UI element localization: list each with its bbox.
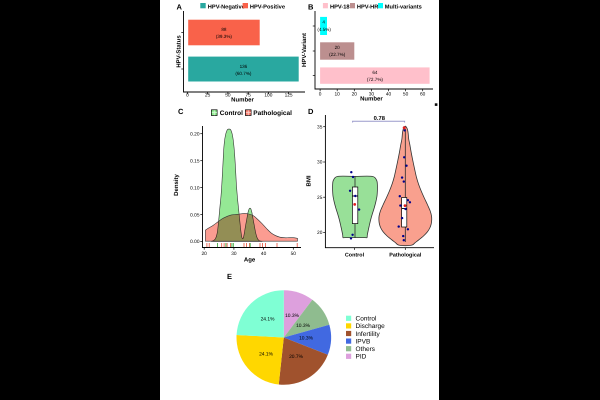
svg-text:HPV-Status: HPV-Status — [176, 35, 183, 68]
svg-text:20.7%: 20.7% — [289, 354, 304, 360]
svg-text:4: 4 — [322, 19, 325, 24]
svg-text:(39.3%): (39.3%) — [216, 34, 233, 39]
svg-text:35: 35 — [317, 124, 323, 130]
svg-text:0.15: 0.15 — [190, 158, 200, 164]
svg-text:10: 10 — [335, 91, 341, 97]
svg-text:88: 88 — [221, 27, 227, 32]
svg-text:0: 0 — [319, 91, 322, 97]
svg-text:0.00: 0.00 — [190, 239, 200, 245]
svg-text:(4.5%): (4.5%) — [317, 27, 331, 32]
svg-text:20: 20 — [317, 230, 323, 236]
svg-text:125: 125 — [285, 93, 293, 99]
svg-text:60: 60 — [420, 91, 426, 97]
svg-text:24.1%: 24.1% — [261, 317, 276, 323]
svg-text:(60.7%): (60.7%) — [235, 71, 252, 76]
svg-text:Number: Number — [231, 97, 254, 104]
svg-text:25: 25 — [205, 93, 211, 99]
svg-text:Control: Control — [345, 253, 365, 259]
svg-text:(22.7%): (22.7%) — [329, 52, 346, 57]
svg-text:Age: Age — [244, 257, 256, 264]
svg-text:10.3%: 10.3% — [285, 313, 300, 319]
svg-text:64: 64 — [372, 70, 378, 75]
svg-text:30: 30 — [231, 251, 237, 257]
svg-text:40: 40 — [386, 91, 392, 97]
svg-text:HPV-Negative: HPV-Negative — [208, 3, 245, 10]
svg-text:HPV-18: HPV-18 — [330, 4, 350, 10]
svg-text:0: 0 — [186, 93, 189, 99]
svg-text:C: C — [178, 107, 184, 116]
svg-text:(72.7%): (72.7%) — [367, 77, 384, 82]
svg-text:30: 30 — [369, 91, 375, 97]
svg-text:PID: PID — [356, 354, 367, 361]
svg-text:25: 25 — [317, 195, 323, 201]
svg-text:24.1%: 24.1% — [259, 352, 274, 358]
svg-text:10.3%: 10.3% — [296, 323, 311, 329]
svg-text:Number: Number — [360, 96, 383, 103]
svg-text:Infertility: Infertility — [356, 331, 381, 338]
svg-text:HPV-Positive: HPV-Positive — [250, 3, 285, 10]
svg-text:20: 20 — [335, 45, 341, 50]
svg-text:Others: Others — [356, 346, 376, 353]
svg-text:40: 40 — [261, 251, 267, 257]
svg-text:0.78: 0.78 — [374, 115, 386, 122]
svg-text:Density: Density — [173, 174, 180, 196]
svg-text:50: 50 — [291, 251, 297, 257]
svg-text:Control: Control — [220, 110, 243, 117]
svg-text:Pathological: Pathological — [389, 253, 422, 259]
svg-text:HPV-Variant: HPV-Variant — [301, 33, 308, 67]
svg-text:HPV-HR: HPV-HR — [357, 4, 379, 10]
svg-text:50: 50 — [403, 91, 409, 97]
svg-text:E: E — [227, 272, 232, 281]
svg-text:100: 100 — [264, 93, 272, 99]
svg-text:0.05: 0.05 — [190, 212, 200, 218]
svg-text:Control: Control — [356, 316, 378, 323]
svg-text:A: A — [177, 3, 183, 12]
svg-text:30: 30 — [317, 160, 323, 166]
svg-text:Discharge: Discharge — [356, 323, 386, 330]
svg-text:136: 136 — [240, 64, 248, 69]
svg-text:50: 50 — [225, 93, 231, 99]
svg-text:D: D — [308, 107, 314, 116]
svg-text:75: 75 — [246, 93, 252, 99]
svg-text:IPVB: IPVB — [356, 338, 371, 345]
svg-text:BMI: BMI — [306, 175, 313, 186]
svg-text:0.20: 0.20 — [190, 131, 200, 137]
svg-text:20: 20 — [352, 91, 358, 97]
svg-text:0.10: 0.10 — [190, 185, 200, 191]
svg-text:Pathological: Pathological — [253, 110, 292, 117]
svg-text:10.3%: 10.3% — [299, 336, 314, 342]
svg-text:B: B — [308, 3, 314, 12]
svg-text:20: 20 — [202, 251, 208, 257]
svg-text:Multi-variants: Multi-variants — [385, 3, 422, 10]
